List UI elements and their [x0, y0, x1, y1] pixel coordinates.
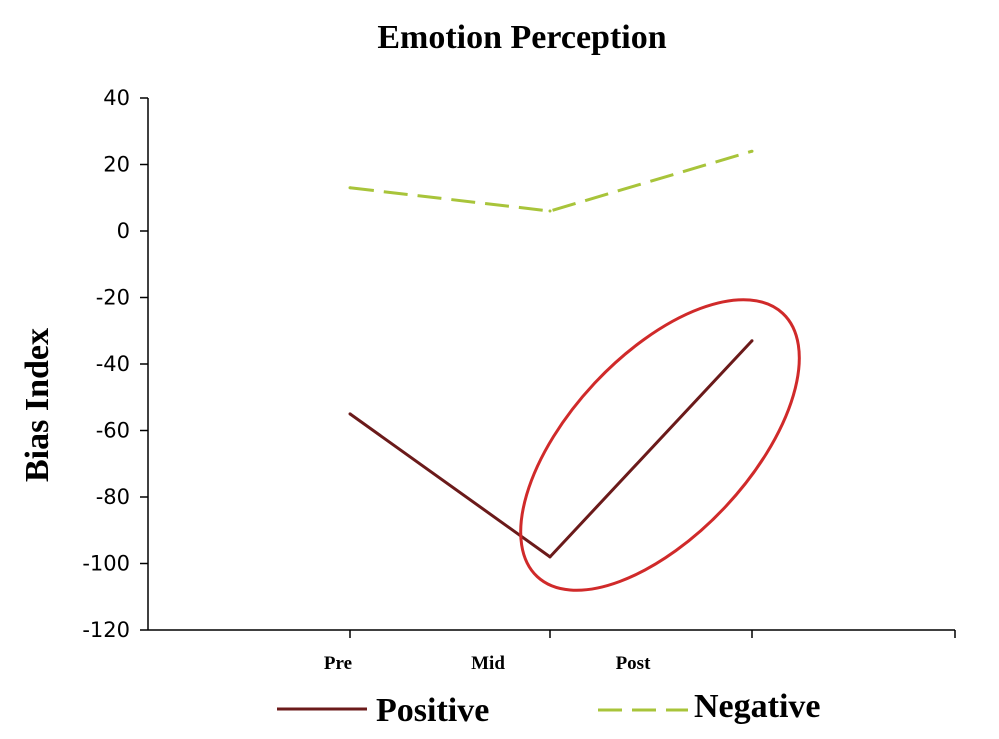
y-tick-label: -80	[96, 485, 130, 509]
y-axis-label: Bias Index	[19, 328, 56, 482]
legend: Positive Negative	[277, 688, 821, 729]
legend-label-negative: Negative	[694, 688, 821, 725]
data-point-negative	[548, 209, 552, 213]
y-tick-label: 40	[103, 86, 130, 110]
data-point-positive	[548, 555, 552, 559]
series-line-positive	[349, 339, 754, 559]
legend-label-positive: Positive	[376, 692, 489, 729]
annotation-layer	[519, 298, 801, 592]
y-tick-label: -20	[96, 286, 130, 310]
data-point-positive	[348, 412, 352, 416]
x-tick-label: Pre	[324, 653, 352, 674]
y-tick-label: -60	[96, 419, 130, 443]
y-tick-label: 20	[103, 153, 130, 177]
y-tick-label: -100	[82, 552, 130, 576]
data-point-positive	[750, 339, 754, 343]
x-tick-label: Post	[616, 653, 652, 674]
series-layer	[348, 149, 754, 559]
series-line-negative	[349, 149, 753, 213]
x-tick-label: Mid	[471, 653, 505, 674]
x-ticks: Pre Mid Post	[324, 630, 956, 674]
y-tick-label: -40	[96, 352, 130, 376]
y-tick-label: 0	[117, 219, 130, 243]
y-tick-label: -120	[82, 618, 130, 642]
chart-title: Emotion Perception	[377, 19, 666, 56]
data-point-negative	[750, 149, 754, 153]
y-ticks: 40 20 0 -20 -40 -60 -80 -100 -120	[82, 86, 148, 642]
highlight-ellipse	[519, 298, 801, 592]
axes	[147, 98, 955, 631]
data-point-negative	[348, 186, 352, 190]
